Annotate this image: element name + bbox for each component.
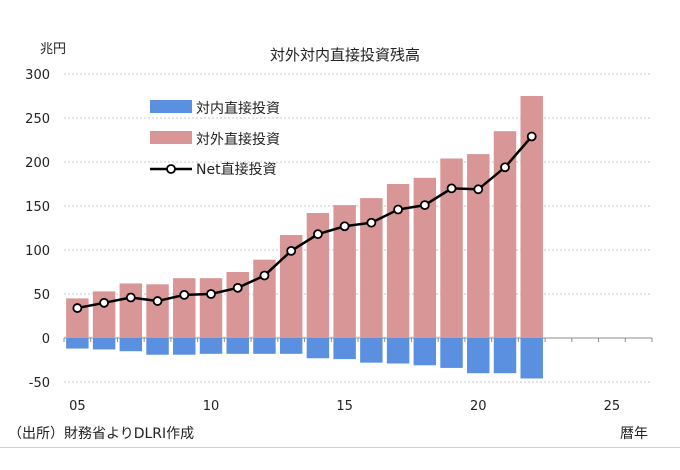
bar-inward-2021	[493, 338, 517, 374]
bar-inward-2017	[386, 338, 410, 364]
net-point-2021	[500, 162, 510, 173]
bar-inward-2010	[199, 338, 223, 354]
x-tick-label: 10	[203, 399, 220, 414]
y-axis-unit: 兆円	[40, 42, 66, 57]
x-axis-unit: 暦年	[620, 426, 648, 442]
bar-outward-2011	[226, 272, 249, 338]
bar-inward-2009	[173, 338, 196, 355]
net-point-2012	[259, 270, 270, 281]
x-tick-labels: 05 10 15 20 25	[69, 399, 620, 414]
bar-inward-2008	[146, 338, 169, 355]
bar-inward-2013	[279, 338, 303, 354]
net-point-2013	[286, 245, 297, 256]
net-point-2009	[179, 289, 190, 300]
y-tick-label: 300	[25, 68, 50, 83]
net-point-2018	[419, 200, 430, 211]
bar-inward-2019	[440, 338, 463, 368]
y-tick-label: 200	[25, 156, 50, 171]
y-tick-label: 250	[25, 112, 50, 127]
bar-outward-2020	[467, 154, 490, 338]
bar-outward-2009	[173, 278, 196, 338]
bar-inward-2006	[92, 338, 116, 350]
x-tick-label: 25	[604, 399, 621, 414]
net-point-2010	[206, 289, 216, 299]
bar-outward-2015	[333, 205, 356, 338]
bar-outward-2019	[440, 158, 463, 338]
bar-inward-2011	[226, 338, 249, 354]
net-point-2022	[526, 131, 537, 142]
bar-inward-2022	[520, 338, 543, 379]
bar-outward-2017	[386, 184, 410, 338]
bar-outward-2018	[413, 177, 437, 338]
net-point-2017	[393, 204, 403, 215]
net-point-2019	[446, 183, 457, 194]
net-point-2020	[473, 184, 484, 195]
chart-title: 対外対内直接投資残高	[270, 46, 420, 64]
legend-swatch-net-marker	[166, 164, 176, 174]
bar-outward-2008	[146, 284, 169, 338]
bar-outward-2022	[520, 96, 543, 338]
net-point-2008	[152, 296, 163, 306]
net-point-2007	[125, 292, 136, 303]
x-tick-label: 15	[336, 399, 353, 414]
bar-outward-2016	[360, 198, 383, 338]
y-tick-label: -50	[29, 376, 50, 391]
bar-inward-2014	[306, 338, 330, 359]
bars	[66, 96, 543, 379]
legend-label: Net直接投資	[196, 161, 277, 178]
bar-inward-2015	[333, 338, 356, 360]
net-line	[72, 131, 537, 313]
source-note: （出所）財務省よりDLRI作成	[8, 426, 195, 442]
y-tick-label: 100	[25, 244, 50, 259]
bar-inward-2020	[467, 338, 490, 374]
net-point-2015	[339, 221, 350, 232]
legend-swatch-outward	[150, 131, 192, 144]
legend-label: 対外直接投資	[196, 131, 280, 148]
y-tick-label: 0	[42, 332, 50, 347]
bar-outward-2014	[306, 213, 330, 338]
bar-outward-2010	[199, 278, 223, 338]
y-tick-labels: -50 0 50 100 150 200 250 300	[25, 68, 50, 391]
bar-outward-2021	[493, 131, 517, 338]
legend-swatch-inward	[150, 100, 192, 113]
bar-outward-2013	[279, 235, 303, 338]
x-tick-label: 20	[470, 399, 487, 414]
net-point-2016	[366, 217, 377, 228]
bar-inward-2005	[66, 338, 89, 349]
net-point-2005	[72, 303, 83, 313]
bottom-divider	[0, 447, 680, 448]
net-point-2006	[99, 297, 109, 308]
y-tick-label: 50	[33, 288, 50, 303]
bar-inward-2018	[413, 338, 437, 366]
legend-label: 対内直接投資	[196, 100, 280, 117]
bar-inward-2016	[360, 338, 383, 363]
net-point-2011	[232, 282, 243, 293]
net-point-2014	[313, 229, 323, 240]
bar-outward-2005	[66, 298, 89, 338]
bar-outward-2007	[119, 283, 143, 338]
y-tick-label: 150	[25, 200, 50, 215]
x-tick-label: 05	[69, 399, 86, 414]
bar-inward-2012	[253, 338, 276, 354]
bar-inward-2007	[119, 338, 143, 352]
